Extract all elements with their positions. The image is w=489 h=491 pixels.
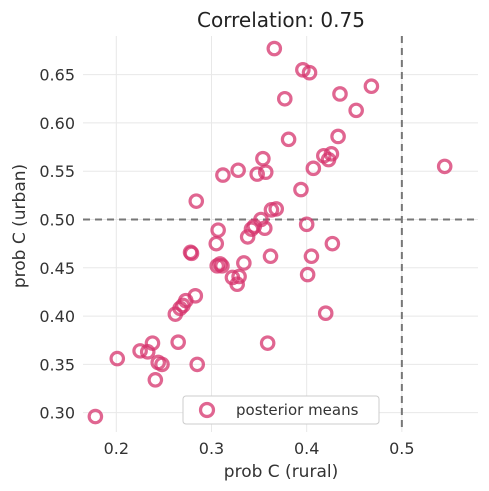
y-tick-label: 0.60 (39, 114, 75, 133)
scatter-point (214, 258, 230, 274)
scatter-point (256, 220, 273, 237)
y-tick-labels: 0.30 0.35 0.40 0.45 0.50 0.55 0.60 0.65 (39, 66, 75, 423)
scatter-point (276, 90, 293, 107)
scatter-point (229, 276, 245, 293)
legend-box (182, 395, 380, 425)
y-tick-label: 0.65 (39, 66, 75, 85)
y-tick-label: 0.30 (39, 404, 75, 423)
scatter-point (317, 305, 334, 321)
chart-title: Correlation: 0.75 (197, 8, 365, 32)
y-tick-label: 0.40 (39, 307, 75, 326)
scatter-point (262, 248, 279, 265)
scatter-point (436, 158, 453, 175)
scatter-point (332, 86, 348, 102)
x-tick-label: 0.4 (294, 439, 319, 458)
scatter-point (154, 356, 170, 373)
y-tick-label: 0.35 (39, 355, 75, 374)
scatter-point (253, 211, 269, 228)
scatter-point (268, 201, 285, 217)
scatter-point (144, 335, 161, 351)
scatter-point (215, 167, 231, 183)
y-tick-label: 0.50 (39, 211, 75, 230)
scatter-point (188, 193, 205, 209)
scatter-point (236, 255, 252, 271)
legend-marker-icon (198, 401, 216, 419)
scatter-point (298, 216, 315, 233)
scatter-point (187, 288, 204, 304)
x-tick-label: 0.5 (389, 439, 414, 458)
scatter-point (249, 166, 265, 182)
scatter-point (87, 408, 104, 425)
scatter-point (210, 222, 226, 238)
scatter-point (305, 160, 322, 177)
x-tick-label: 0.2 (104, 439, 129, 458)
data-points (87, 40, 453, 425)
scatter-point (324, 235, 341, 252)
scatter-point (230, 162, 246, 179)
reference-lines (83, 36, 478, 432)
legend: posterior means (182, 395, 380, 425)
scatter-point (266, 40, 283, 57)
scatter-point (330, 128, 346, 145)
x-axis-title: prob C (rural) (224, 462, 338, 482)
scatter-point (255, 150, 271, 167)
scatter-point (132, 343, 148, 359)
scatter-point (303, 248, 320, 265)
scatter-point (299, 266, 316, 283)
scatter-point (170, 334, 186, 350)
x-tick-label: 0.3 (199, 439, 224, 458)
y-tick-label: 0.55 (39, 162, 75, 181)
scatter-point (147, 372, 164, 388)
scatter-point (301, 64, 318, 81)
scatter-point (189, 356, 206, 373)
y-tick-label: 0.45 (39, 259, 75, 278)
scatter-point (239, 229, 256, 245)
scatter-point (231, 268, 247, 285)
y-axis-title: prob C (urban) (10, 164, 30, 288)
scatter-point (348, 102, 364, 119)
scatter-point (257, 164, 274, 180)
scatter-point (183, 245, 200, 262)
scatter-point (109, 350, 126, 367)
scatter-point (293, 181, 309, 198)
scatter-point (363, 78, 380, 95)
scatter-point (280, 131, 297, 148)
legend-label: posterior means (236, 401, 359, 419)
scatter-point (259, 335, 276, 351)
scatter-point (323, 146, 340, 162)
x-tick-labels: 0.2 0.3 0.4 0.5 (104, 439, 415, 458)
